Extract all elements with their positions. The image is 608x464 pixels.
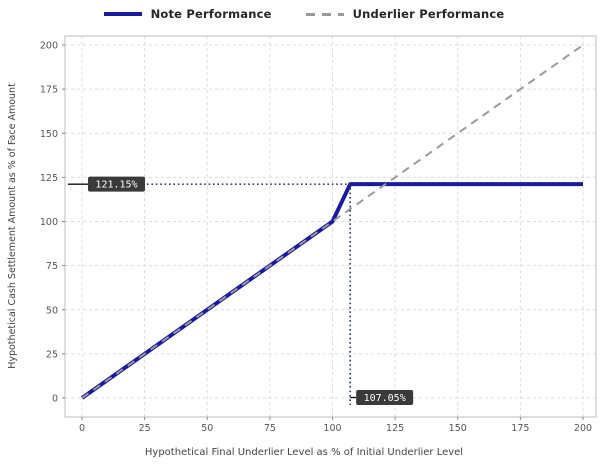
svg-text:75: 75 bbox=[46, 261, 58, 272]
x-axis-title: Hypothetical Final Underlier Level as % … bbox=[144, 447, 464, 458]
svg-text:121.15%: 121.15% bbox=[95, 180, 137, 191]
svg-text:100: 100 bbox=[323, 423, 341, 434]
payoff-chart: 0 25 50 75 100 125 150 175 200 0 25 50 75 100 125 150 17… bbox=[40, 35, 597, 434]
svg-text:50: 50 bbox=[201, 423, 213, 434]
svg-text:100: 100 bbox=[40, 217, 58, 228]
svg-text:125: 125 bbox=[40, 173, 58, 184]
svg-text:200: 200 bbox=[574, 423, 592, 434]
legend-item-note: Note Performance bbox=[103, 7, 272, 21]
legend-label-underlier: Underlier Performance bbox=[352, 7, 505, 21]
svg-text:0: 0 bbox=[52, 394, 58, 405]
y-axis-title: Hypothetical Cash Settlement Amount as %… bbox=[7, 83, 18, 369]
chart-legend: Note Performance Underlier Performance bbox=[0, 0, 608, 28]
underlier-line-swatch bbox=[305, 12, 344, 16]
svg-text:25: 25 bbox=[139, 423, 151, 434]
svg-text:50: 50 bbox=[46, 305, 58, 316]
legend-label-note: Note Performance bbox=[150, 7, 272, 21]
note-line-swatch bbox=[103, 12, 142, 16]
svg-text:0: 0 bbox=[79, 423, 85, 434]
svg-text:125: 125 bbox=[386, 423, 404, 434]
svg-text:25: 25 bbox=[46, 349, 58, 360]
svg-text:150: 150 bbox=[449, 423, 467, 434]
legend-item-underlier: Underlier Performance bbox=[305, 7, 505, 21]
svg-text:200: 200 bbox=[40, 41, 58, 52]
svg-text:75: 75 bbox=[264, 423, 276, 434]
chart-area: 0 25 50 75 100 125 150 175 200 0 25 50 75 100 125 150 17… bbox=[0, 28, 608, 464]
svg-text:175: 175 bbox=[511, 423, 529, 434]
svg-text:175: 175 bbox=[40, 85, 58, 96]
svg-text:107.05%: 107.05% bbox=[364, 393, 406, 404]
svg-text:150: 150 bbox=[40, 129, 58, 140]
